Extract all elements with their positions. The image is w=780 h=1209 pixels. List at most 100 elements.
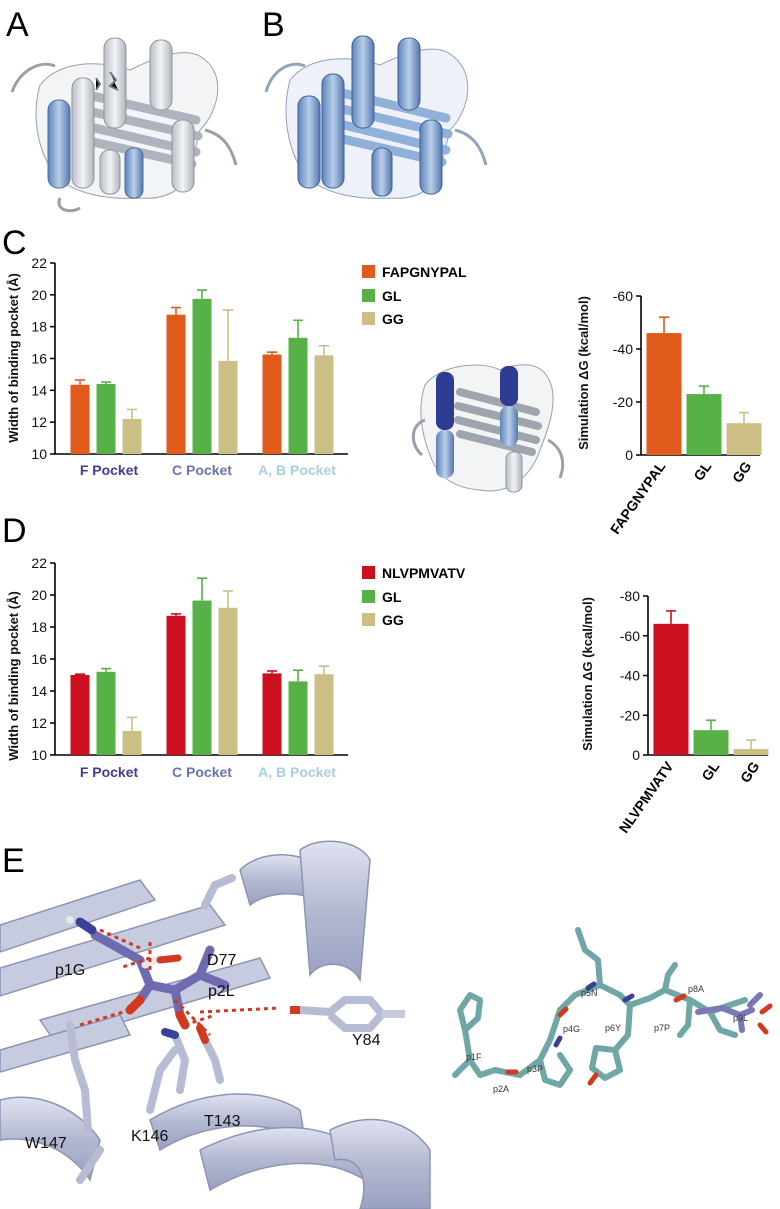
chart-c-width-bar-gg-2 xyxy=(314,355,334,454)
legend-c-swatch-gl xyxy=(362,289,375,302)
chart-d-width-ytick-label: 10 xyxy=(31,747,47,763)
label-w147: W147 xyxy=(25,1135,67,1152)
chart-d-dg-bar-0 xyxy=(653,623,689,755)
hbond-lines xyxy=(79,928,281,1037)
trace-label-p7p: p7P xyxy=(654,1023,670,1033)
chart-d-width-ytick-label: 16 xyxy=(31,651,47,667)
chart-d-dg-cat-gl: GL xyxy=(698,758,723,783)
chart-c-dg: Simulation ΔG (kcal/mol) 0 -20 -40 -60 FAPG… xyxy=(576,288,762,537)
label-t143: T143 xyxy=(204,1113,241,1130)
trace-label-p2a: p2A xyxy=(493,1084,509,1094)
chart-c-width-ytick-label: 10 xyxy=(31,446,47,462)
chart-d-dg: Simulation ΔG (kcal/mol) 0 -20 -40 -60 -80 N… xyxy=(580,588,769,836)
chart-c-dg-ytick-label: -20 xyxy=(613,394,633,410)
chart-c-width-ytick-label: 22 xyxy=(31,255,47,271)
chart-d-dg-bar-2 xyxy=(733,749,769,755)
chart-d-dg-ytick-label: -60 xyxy=(620,628,640,644)
chart-d-width-ytick-label: 20 xyxy=(31,587,47,603)
legend-d-label-peptide: NLVPMVATV xyxy=(382,565,466,581)
label-y84: Y84 xyxy=(352,1032,381,1049)
label-k146: K146 xyxy=(131,1128,168,1145)
y84-ring xyxy=(290,996,405,1032)
chart-c-dg-cat-gg: GG xyxy=(729,458,755,485)
chart-c-category-c-pocket: C Pocket xyxy=(172,462,232,478)
panel-label-e: E xyxy=(2,842,25,880)
legend-d-swatch-peptide xyxy=(362,566,375,579)
chart-d-category-f-pocket: F Pocket xyxy=(80,764,139,780)
panel-label-c: C xyxy=(2,224,27,262)
chart-c-width-ylabel: Width of binding pocket (Å) xyxy=(6,273,21,443)
chart-c-dg-ytick-label: -40 xyxy=(613,341,633,357)
chart-c-width-ytick-label: 18 xyxy=(31,319,47,335)
chart-c-width-bar-fapgnypal-2 xyxy=(262,354,282,454)
peptide-backbone-trace: p1F p2A p3P p4G p5N p6Y p7P p8A p9L xyxy=(452,927,773,1094)
chart-c-width-bar-gg-0 xyxy=(122,418,142,454)
chart-d-width-bar-nlvpmvatv-2 xyxy=(262,673,282,755)
chart-d-dg-cat-gg: GG xyxy=(737,758,763,785)
chart-c-dg-ytick-label: -60 xyxy=(613,288,633,304)
chart-d-width-bar-nlvpmvatv-0 xyxy=(70,675,90,755)
chart-d-dg-ylabel: Simulation ΔG (kcal/mol) xyxy=(580,597,595,751)
chart-d-category-c-pocket: C Pocket xyxy=(172,764,232,780)
legend-d-swatch-gl xyxy=(362,590,375,603)
chart-d-width-bar-gl-0 xyxy=(96,671,116,755)
chart-d-dg-ytick-label: -20 xyxy=(620,707,640,723)
chart-d-width-bar-gg-2 xyxy=(314,674,334,755)
panel-label-d: D xyxy=(2,512,27,550)
trace-label-p5n: p5N xyxy=(581,988,598,998)
legend-c-label-peptide: FAPGNYPAL xyxy=(382,264,467,280)
trace-label-p4g: p4G xyxy=(563,1024,580,1034)
chart-c-width-ytick-label: 12 xyxy=(31,414,47,430)
chart-d-width-bar-gg-1 xyxy=(218,607,238,755)
trace-label-p6y: p6Y xyxy=(605,1023,621,1033)
chart-c-width-bar-gl-0 xyxy=(96,383,116,454)
chart-c-dg-ytick-label: 0 xyxy=(625,447,633,463)
protein-ribbon-b xyxy=(264,35,488,199)
chart-c-dg-bar-1 xyxy=(686,394,722,455)
label-d77: D77 xyxy=(207,952,236,969)
legend-d-label-gl: GL xyxy=(382,589,402,605)
peptide-sticks-p1g-p2l xyxy=(66,916,230,1030)
chart-c-dg-bar-0 xyxy=(646,333,682,455)
chart-c-width-bar-gl-1 xyxy=(192,298,212,454)
chart-d-dg-ytick-label: 0 xyxy=(632,747,640,763)
chart-c-width-bar-gl-2 xyxy=(288,337,308,454)
legend-c-label-gg: GG xyxy=(382,311,404,327)
legend-d-label-gg: GG xyxy=(382,612,404,628)
chart-d-width-ytick-label: 12 xyxy=(31,715,47,731)
chart-d-dg-ytick-label: -40 xyxy=(620,668,640,684)
chart-c-category-ab-pocket: A, B Pocket xyxy=(258,462,336,478)
chart-d-width-ytick-label: 14 xyxy=(31,683,47,699)
legend-c-swatch-gg xyxy=(362,312,375,325)
chart-d-dg-ytick-label: -80 xyxy=(620,588,640,604)
label-p1g: p1G xyxy=(55,962,85,979)
panel-label-b: B xyxy=(262,6,285,44)
chart-c-category-f-pocket: F Pocket xyxy=(80,462,139,478)
trace-label-p1f: p1F xyxy=(466,1052,482,1062)
chart-d-width-bar-nlvpmvatv-1 xyxy=(166,615,186,755)
chart-d-dg-cat-peptide: NLVPMVATV xyxy=(616,758,677,836)
chart-d-width-ytick-label: 22 xyxy=(31,555,47,571)
legend-c-label-gl: GL xyxy=(382,288,402,304)
chart-c-width: Width of binding pocket (Å) 10 12 14 16 18 20… xyxy=(6,255,467,478)
chart-d-width-bar-gg-0 xyxy=(122,731,142,755)
chart-d-dg-bar-1 xyxy=(693,730,729,755)
helix-dark-right xyxy=(500,366,518,406)
chart-c-dg-bar-2 xyxy=(726,423,762,455)
legend-c-swatch-peptide xyxy=(362,265,375,278)
trace-label-p3p: p3P xyxy=(527,1064,543,1074)
binding-site-structure: D77 p1G p2L Y84 W147 K146 T143 xyxy=(0,840,432,1209)
protein-ribbon-a xyxy=(10,37,238,213)
chart-c-width-bar-fapgnypal-1 xyxy=(166,314,186,454)
chart-c-dg-cat-gl: GL xyxy=(690,458,715,483)
chart-d-width-ytick-label: 18 xyxy=(31,619,47,635)
chart-d-width-ylabel: Width of binding pocket (Å) xyxy=(6,591,21,761)
chart-d-width: Width of binding pocket (Å) 10 12 14 16 18 20… xyxy=(6,555,466,780)
legend-d-swatch-gg xyxy=(362,613,375,626)
chart-d-width-bar-gl-2 xyxy=(288,681,308,755)
chart-d-width-bar-gl-1 xyxy=(192,600,212,755)
helix-dark-left xyxy=(436,372,454,430)
trace-label-p8a: p8A xyxy=(688,984,704,994)
trace-label-p9l: p9L xyxy=(733,1013,748,1023)
